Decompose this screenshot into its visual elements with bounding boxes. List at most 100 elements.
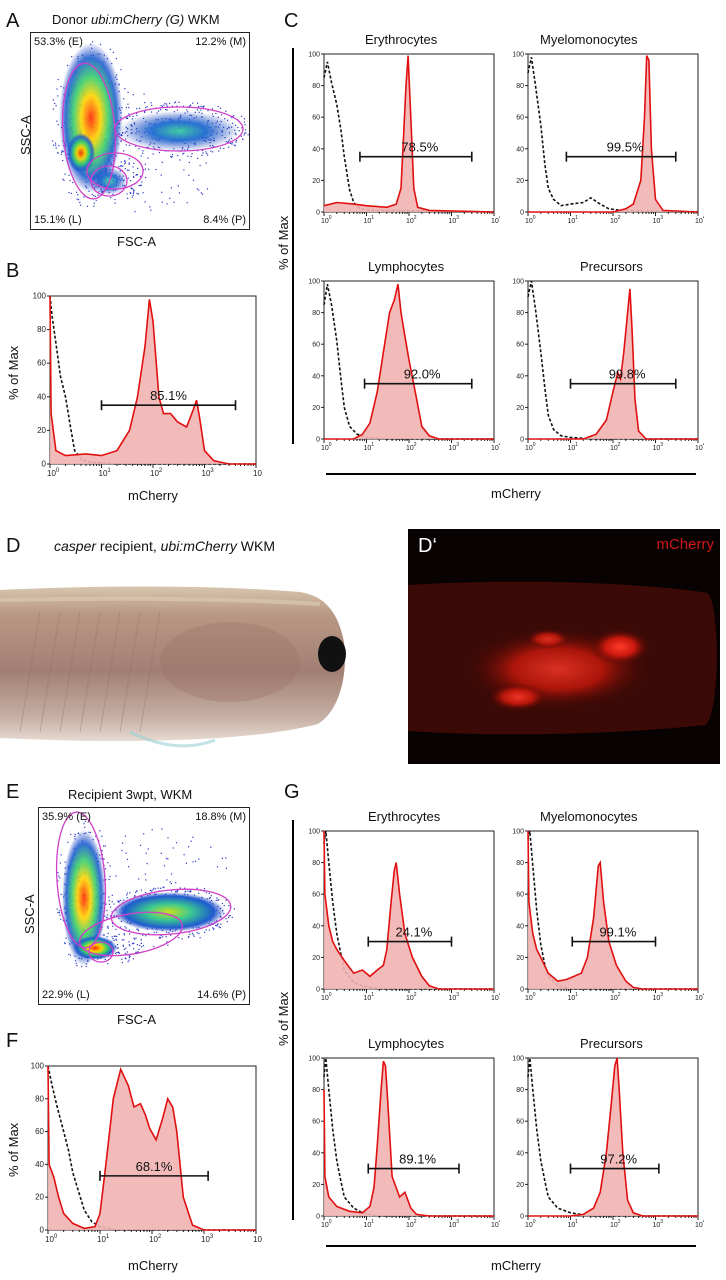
event-dot bbox=[200, 109, 202, 111]
event-dot bbox=[132, 175, 135, 177]
x-tick-label: 104 bbox=[695, 992, 704, 1002]
event-dot bbox=[134, 895, 136, 897]
series-line-control bbox=[323, 1057, 494, 1217]
event-dot bbox=[231, 117, 233, 119]
panel-d-title: casper recipient, ubi:mCherry WKM bbox=[54, 538, 275, 554]
event-dot bbox=[132, 172, 134, 174]
event-dot bbox=[106, 916, 108, 918]
series-fill-mcherry bbox=[48, 1066, 256, 1230]
event-dot bbox=[137, 167, 139, 169]
event-dot bbox=[205, 151, 207, 153]
panel-letter-c: C bbox=[284, 10, 299, 32]
c-y-bracket bbox=[292, 48, 294, 444]
a-ylabel: SSC-A bbox=[18, 115, 58, 170]
event-dot bbox=[127, 961, 129, 963]
event-dot bbox=[164, 102, 166, 105]
event-dot bbox=[185, 890, 187, 892]
event-dot bbox=[136, 108, 138, 110]
event-dot bbox=[57, 152, 59, 154]
series-line-control bbox=[527, 1057, 698, 1217]
event-dot bbox=[122, 944, 124, 946]
event-dot bbox=[167, 837, 169, 839]
y-tick-label: 40 bbox=[312, 1150, 320, 1157]
y-tick-label: 60 bbox=[516, 342, 524, 349]
event-dot bbox=[163, 104, 165, 106]
event-dot bbox=[86, 205, 89, 207]
b-ylabel: % of Max bbox=[6, 346, 60, 415]
event-dot bbox=[123, 933, 125, 935]
panel-letter-b: B bbox=[6, 260, 20, 282]
event-dot bbox=[193, 935, 195, 937]
x-tick-label: 100 bbox=[45, 1234, 58, 1244]
event-dot bbox=[108, 896, 110, 898]
event-dot bbox=[52, 99, 54, 101]
panel-letter-d: D bbox=[6, 535, 21, 557]
event-dot bbox=[192, 934, 194, 936]
event-dot bbox=[125, 947, 127, 949]
event-dot bbox=[136, 114, 138, 117]
event-dot bbox=[83, 196, 85, 198]
series-line-mcherry bbox=[49, 295, 256, 465]
event-dot bbox=[231, 143, 233, 145]
g-xlabel: mCherry bbox=[491, 1258, 541, 1273]
event-dot bbox=[126, 894, 128, 896]
x-tick-label: 101 bbox=[364, 1219, 375, 1229]
event-dot bbox=[199, 164, 201, 167]
event-dot bbox=[93, 205, 95, 207]
event-dot bbox=[109, 875, 111, 878]
x-tick-label: 103 bbox=[202, 468, 215, 478]
x-tick-label: 100 bbox=[321, 992, 332, 1002]
event-dot bbox=[57, 124, 59, 126]
event-dot bbox=[129, 933, 131, 935]
x-tick-label: 104 bbox=[253, 1234, 262, 1244]
y-tick-label: 20 bbox=[516, 178, 524, 185]
event-dot bbox=[199, 937, 201, 939]
y-tick-label: 40 bbox=[35, 1160, 44, 1169]
series-fill-mcherry bbox=[528, 831, 698, 989]
event-dot bbox=[227, 917, 230, 919]
event-dot bbox=[114, 935, 117, 937]
c-sub-title-precursors: Precursors bbox=[580, 259, 643, 274]
series-fill-mcherry bbox=[324, 55, 494, 212]
event-dot bbox=[125, 144, 127, 146]
a-corner-bl: 15.1% (L) bbox=[34, 214, 82, 226]
event-dot bbox=[219, 147, 221, 149]
event-dot bbox=[163, 865, 166, 867]
event-dot bbox=[218, 150, 220, 152]
event-dot bbox=[121, 939, 123, 941]
c-histogram-precursors-canvas: 0 20 40 60 80 100 100 101 102 103 104 99.8% bbox=[512, 279, 705, 453]
event-dot bbox=[89, 831, 92, 834]
event-dot bbox=[206, 188, 209, 190]
y-tick-label: 40 bbox=[312, 923, 320, 930]
event-dot bbox=[144, 110, 146, 112]
x-tick-label: 104 bbox=[491, 215, 500, 225]
event-dot bbox=[140, 942, 142, 944]
c-histogram-myelomonocytes-canvas: 0 20 40 60 80 100 100 101 102 103 104 99.5% bbox=[512, 52, 705, 226]
event-dot bbox=[235, 141, 237, 143]
y-tick-label: 80 bbox=[312, 83, 320, 90]
event-dot bbox=[83, 823, 85, 825]
event-dot bbox=[128, 959, 130, 961]
event-dot bbox=[153, 946, 155, 948]
event-dot bbox=[138, 185, 140, 187]
event-dot bbox=[59, 914, 61, 916]
event-dot bbox=[114, 198, 116, 201]
y-tick-label: 60 bbox=[516, 892, 524, 899]
panel-letter-g: G bbox=[284, 781, 300, 803]
event-dot bbox=[186, 202, 188, 204]
event-dot bbox=[121, 962, 123, 964]
event-dot bbox=[115, 928, 117, 930]
event-dot bbox=[120, 165, 122, 167]
gate-e-precursors bbox=[79, 911, 183, 957]
event-dot bbox=[201, 154, 203, 156]
series-line-mcherry bbox=[528, 55, 699, 213]
y-tick-label: 20 bbox=[516, 405, 524, 412]
x-tick-label: 103 bbox=[449, 442, 460, 452]
event-dot bbox=[120, 899, 122, 902]
event-dot bbox=[175, 891, 177, 893]
event-dot bbox=[176, 889, 178, 892]
event-dot bbox=[143, 93, 145, 95]
event-dot bbox=[60, 85, 62, 88]
event-dot bbox=[70, 192, 72, 194]
event-dot bbox=[201, 149, 204, 152]
